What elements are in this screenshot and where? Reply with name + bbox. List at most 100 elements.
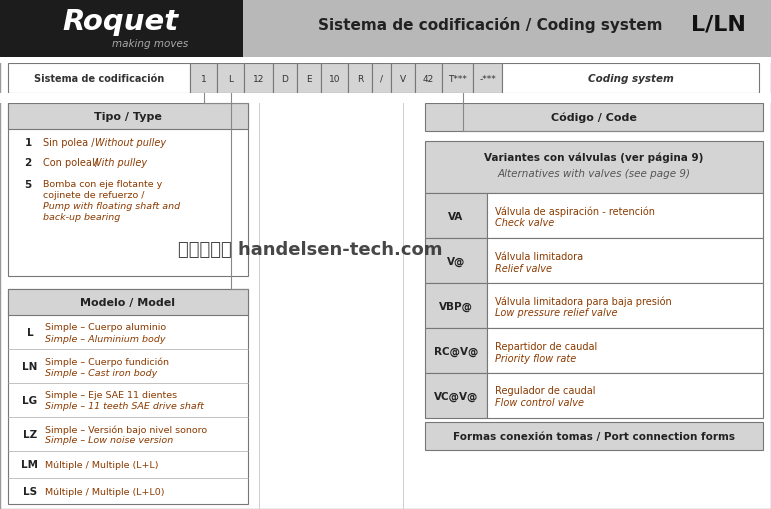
Bar	[425, 239, 487, 284]
Bar	[425, 104, 763, 132]
Bar	[217, 64, 244, 94]
Bar	[0, 0, 243, 58]
Text: /: /	[380, 74, 383, 83]
Bar	[273, 64, 297, 94]
Text: Código / Code: Código / Code	[551, 112, 637, 123]
Bar	[244, 64, 273, 94]
Text: Bomba con eje flotante y: Bomba con eje flotante y	[43, 180, 162, 189]
Text: Pump with floating shaft and: Pump with floating shaft and	[43, 202, 180, 211]
Text: Simple – Cuerpo aluminio: Simple – Cuerpo aluminio	[45, 323, 166, 332]
Text: Formas conexión tomas / Port connection forms: Formas conexión tomas / Port connection …	[453, 431, 735, 441]
Text: 1: 1	[200, 74, 207, 83]
Bar	[391, 64, 415, 94]
Text: 北京汉达森 handelsen-tech.com: 北京汉达森 handelsen-tech.com	[178, 241, 443, 259]
Bar	[425, 328, 487, 373]
Text: Con polea /: Con polea /	[43, 158, 101, 167]
Bar	[321, 64, 348, 94]
Bar	[502, 64, 759, 94]
Text: LM: LM	[22, 460, 39, 470]
Text: Flow control valve: Flow control valve	[495, 398, 584, 408]
Text: Simple – Eje SAE 11 dientes: Simple – Eje SAE 11 dientes	[45, 391, 177, 400]
Bar	[348, 64, 372, 94]
Text: Sistema de codificación: Sistema de codificación	[34, 74, 164, 84]
Text: R: R	[357, 74, 363, 83]
Text: Tipo / Type: Tipo / Type	[94, 112, 162, 122]
Text: Repartidor de caudal: Repartidor de caudal	[495, 341, 598, 351]
Text: RC@V@: RC@V@	[434, 346, 478, 356]
Text: Regulador de caudal: Regulador de caudal	[495, 386, 595, 395]
Text: D: D	[281, 74, 288, 83]
Bar	[0, 58, 771, 64]
Text: L: L	[228, 74, 233, 83]
Text: LN: LN	[22, 361, 38, 371]
Bar	[442, 64, 473, 94]
Bar	[190, 64, 217, 94]
Bar	[487, 193, 763, 239]
Text: Coding system: Coding system	[588, 74, 673, 84]
Text: Modelo / Model: Modelo / Model	[80, 297, 176, 307]
Text: Simple – Cast iron body: Simple – Cast iron body	[45, 368, 157, 377]
Text: Sin polea /: Sin polea /	[43, 138, 98, 148]
Text: LS: LS	[23, 487, 37, 496]
Bar	[473, 64, 502, 94]
Bar	[425, 373, 487, 418]
Bar	[425, 422, 763, 450]
Text: Relief valve: Relief valve	[495, 263, 552, 273]
Bar	[8, 64, 190, 94]
Text: Válvula limitadora: Válvula limitadora	[495, 251, 583, 261]
Bar	[425, 193, 487, 239]
Bar	[8, 104, 248, 130]
Bar	[8, 290, 248, 504]
Text: VC@V@: VC@V@	[434, 390, 478, 401]
Bar	[425, 284, 487, 328]
Text: VA: VA	[449, 211, 463, 221]
Text: 2: 2	[25, 158, 32, 167]
Bar	[8, 290, 248, 316]
Text: L: L	[27, 327, 33, 337]
Text: Válvula de aspiración - retención: Válvula de aspiración - retención	[495, 206, 655, 216]
Text: With pulley: With pulley	[92, 158, 147, 167]
Text: T***: T***	[448, 74, 467, 83]
Bar	[487, 284, 763, 328]
Text: Simple – Versión bajo nivel sonoro: Simple – Versión bajo nivel sonoro	[45, 425, 207, 434]
Text: 12: 12	[253, 74, 264, 83]
Bar	[487, 239, 763, 284]
Text: Simple – 11 teeth SAE drive shaft: Simple – 11 teeth SAE drive shaft	[45, 402, 204, 411]
Text: 42: 42	[423, 74, 434, 83]
Text: 5: 5	[25, 180, 32, 190]
Bar	[415, 64, 442, 94]
Text: LG: LG	[22, 395, 38, 405]
Text: making moves: making moves	[112, 39, 188, 49]
Text: -***: -***	[479, 74, 496, 83]
Bar	[425, 142, 763, 193]
Text: L/LN: L/LN	[691, 15, 746, 35]
Text: Low pressure relief valve: Low pressure relief valve	[495, 308, 618, 318]
Text: Priority flow rate: Priority flow rate	[495, 353, 576, 363]
Text: Sistema de codificación / Coding system: Sistema de codificación / Coding system	[318, 17, 662, 33]
Text: Simple – Aluminium body: Simple – Aluminium body	[45, 334, 166, 343]
Text: cojinete de refuerzo /: cojinete de refuerzo /	[43, 191, 144, 200]
Text: 10: 10	[328, 74, 340, 83]
Bar	[487, 328, 763, 373]
Text: Variantes con válvulas (ver página 9): Variantes con válvulas (ver página 9)	[484, 153, 704, 163]
Text: LZ: LZ	[23, 429, 37, 439]
Text: 1: 1	[25, 138, 32, 148]
Text: Múltiple / Multiple (L+L): Múltiple / Multiple (L+L)	[45, 460, 159, 469]
Text: Alternatives with valves (see page 9): Alternatives with valves (see page 9)	[497, 168, 691, 179]
Text: V@: V@	[447, 256, 465, 266]
Text: V: V	[400, 74, 406, 83]
Bar	[0, 94, 771, 104]
Text: Múltiple / Multiple (L+L0): Múltiple / Multiple (L+L0)	[45, 487, 164, 496]
Text: E: E	[306, 74, 311, 83]
Text: Simple – Low noise version: Simple – Low noise version	[45, 436, 173, 445]
Text: Simple – Cuerpo fundición: Simple – Cuerpo fundición	[45, 356, 169, 366]
Bar	[487, 373, 763, 418]
Bar	[297, 64, 321, 94]
Text: Without pulley: Without pulley	[95, 138, 166, 148]
Bar	[243, 0, 771, 58]
Text: Roquet: Roquet	[62, 8, 178, 36]
Text: Válvula limitadora para baja presión: Válvula limitadora para baja presión	[495, 296, 672, 306]
Bar	[8, 104, 248, 276]
Text: Check valve: Check valve	[495, 218, 554, 228]
Bar	[372, 64, 391, 94]
